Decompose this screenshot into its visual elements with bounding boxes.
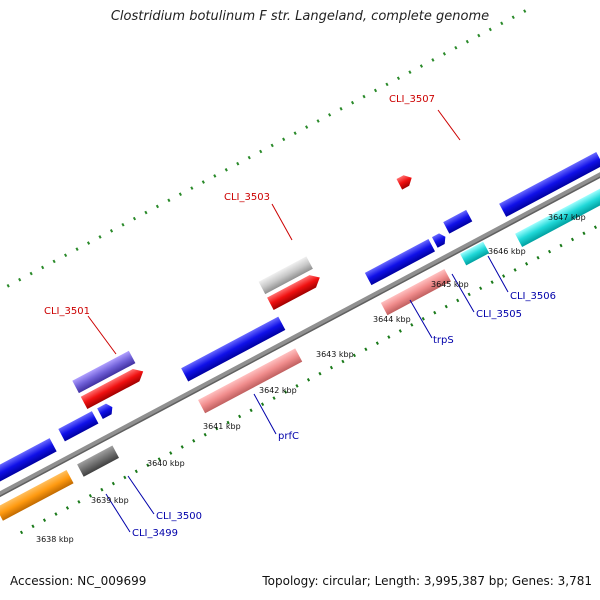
genome-backbone-shade bbox=[0, 157, 600, 506]
gene-label-cli3507[interactable]: CLI_3507 bbox=[389, 94, 435, 105]
gene-label-trpS[interactable]: trpS bbox=[433, 335, 454, 346]
gene-box-cli3507-right[interactable] bbox=[499, 152, 600, 217]
tick-label: 3644 kbp bbox=[373, 315, 411, 324]
tick-label: 3642 kbp bbox=[259, 386, 297, 395]
gene-arrow-small-trpS[interactable] bbox=[431, 232, 448, 248]
tick-label: 3646 kbp bbox=[488, 247, 526, 256]
gene-arrow-small-3500[interactable] bbox=[97, 402, 115, 419]
tick-label: 3638 kbp bbox=[36, 535, 74, 544]
gene-box-cli3500[interactable] bbox=[58, 411, 99, 442]
tick-label: 3643 kbp bbox=[316, 350, 354, 359]
gene-box-cli3501[interactable] bbox=[72, 350, 136, 394]
gene-arrow-cli3503[interactable] bbox=[267, 271, 323, 310]
gene-box-cli3499-upper[interactable] bbox=[0, 438, 57, 489]
gene-box-cli3503-gray[interactable] bbox=[258, 256, 313, 295]
map-title: Clostridium botulinum F str. Langeland, … bbox=[110, 9, 490, 24]
gene-label-cli3506[interactable]: CLI_3506 bbox=[510, 291, 556, 302]
genome-summary-text: Topology: circular; Length: 3,995,387 bp… bbox=[262, 574, 592, 588]
gene-box-trpS[interactable] bbox=[364, 239, 436, 286]
gene-arrow-cli3501[interactable] bbox=[80, 365, 147, 410]
gene-box-prfC-pink[interactable] bbox=[198, 348, 303, 414]
gene-label-cli3501[interactable]: CLI_3501 bbox=[44, 306, 90, 317]
tick-labels: 3638 kbp 3639 kbp 3640 kbp 3641 kbp 3642… bbox=[36, 213, 586, 544]
gene-arrow-cli3507[interactable] bbox=[396, 172, 415, 190]
gene-box-cli3505-blue[interactable] bbox=[443, 209, 473, 234]
label-leaders bbox=[87, 109, 509, 533]
gene-label-cli3503[interactable]: CLI_3503 bbox=[224, 192, 270, 203]
genome-backbone bbox=[0, 153, 600, 506]
gene-label-prfC[interactable]: prfC bbox=[278, 431, 299, 442]
tick-label: 3641 kbp bbox=[203, 422, 241, 431]
gene-label-cli3500[interactable]: CLI_3500 bbox=[156, 511, 202, 522]
gene-box-prfC[interactable] bbox=[181, 316, 286, 382]
gene-box-trpS-pink[interactable] bbox=[380, 269, 451, 316]
tick-label: 3640 kbp bbox=[147, 459, 185, 468]
gene-label-cli3499[interactable]: CLI_3499 bbox=[132, 528, 178, 539]
gene-box-cli3499-orange[interactable] bbox=[0, 469, 74, 521]
gene-box-cli3506-cyan[interactable] bbox=[515, 182, 600, 247]
accession-text: Accession: NC_009699 bbox=[10, 574, 147, 588]
gene-box-cli3505-cyan[interactable] bbox=[460, 241, 490, 266]
tick-label: 3647 kbp bbox=[548, 213, 586, 222]
tick-label: 3645 kbp bbox=[431, 280, 469, 289]
tick-label: 3639 kbp bbox=[91, 496, 129, 505]
gene-box-cli3500-gray[interactable] bbox=[77, 445, 119, 477]
gene-labels: CLI_3507 CLI_3503 CLI_3501 CLI_3506 CLI_… bbox=[44, 94, 556, 539]
gene-label-cli3505[interactable]: CLI_3505 bbox=[476, 309, 522, 320]
